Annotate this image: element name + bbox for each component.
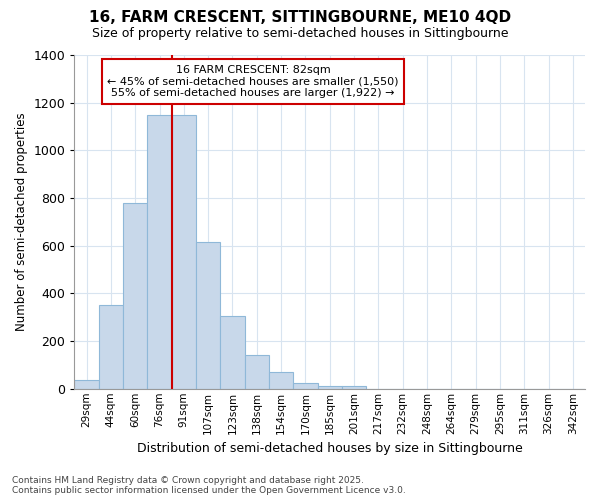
X-axis label: Distribution of semi-detached houses by size in Sittingbourne: Distribution of semi-detached houses by … — [137, 442, 523, 455]
Bar — [317, 386, 342, 389]
Bar — [99, 306, 123, 389]
Bar — [342, 386, 366, 389]
Text: 16, FARM CRESCENT, SITTINGBOURNE, ME10 4QD: 16, FARM CRESCENT, SITTINGBOURNE, ME10 4… — [89, 10, 511, 25]
Bar — [269, 372, 293, 389]
Bar — [196, 242, 220, 389]
Bar — [123, 203, 148, 389]
Bar — [245, 356, 269, 389]
Bar — [74, 380, 99, 389]
Bar — [148, 114, 172, 389]
Y-axis label: Number of semi-detached properties: Number of semi-detached properties — [15, 112, 28, 331]
Bar — [172, 114, 196, 389]
Text: Contains HM Land Registry data © Crown copyright and database right 2025.
Contai: Contains HM Land Registry data © Crown c… — [12, 476, 406, 495]
Text: 16 FARM CRESCENT: 82sqm
← 45% of semi-detached houses are smaller (1,550)
55% of: 16 FARM CRESCENT: 82sqm ← 45% of semi-de… — [107, 65, 399, 98]
Text: Size of property relative to semi-detached houses in Sittingbourne: Size of property relative to semi-detach… — [92, 28, 508, 40]
Bar — [293, 383, 317, 389]
Bar — [220, 316, 245, 389]
